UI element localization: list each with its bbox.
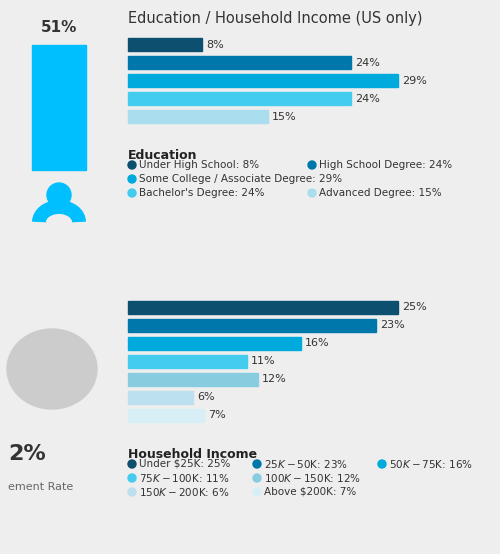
Circle shape xyxy=(47,183,71,207)
Text: Under $25K: 25%: Under $25K: 25% xyxy=(139,459,230,469)
Text: $50K-$75K: 16%: $50K-$75K: 16% xyxy=(389,458,473,470)
Bar xyxy=(128,301,398,314)
Bar xyxy=(128,110,268,123)
Text: $25K-$50K: 23%: $25K-$50K: 23% xyxy=(264,458,348,470)
Text: Education / Household Income (US only): Education / Household Income (US only) xyxy=(128,11,422,26)
Text: 24%: 24% xyxy=(356,58,380,68)
Text: 8%: 8% xyxy=(206,39,224,49)
Text: 6%: 6% xyxy=(197,392,214,403)
Circle shape xyxy=(128,161,136,169)
Circle shape xyxy=(253,474,261,482)
Text: Bachelor's Degree: 24%: Bachelor's Degree: 24% xyxy=(139,188,264,198)
Text: 7%: 7% xyxy=(208,411,226,420)
Text: 12%: 12% xyxy=(262,375,286,384)
Bar xyxy=(128,337,301,350)
Bar xyxy=(128,74,398,87)
Text: 11%: 11% xyxy=(251,357,276,367)
Text: Household Income: Household Income xyxy=(128,448,257,461)
Text: Under High School: 8%: Under High School: 8% xyxy=(139,160,259,170)
Circle shape xyxy=(128,460,136,468)
Bar xyxy=(128,409,204,422)
Text: Some College / Associate Degree: 29%: Some College / Associate Degree: 29% xyxy=(139,174,342,184)
Bar xyxy=(128,56,352,69)
Text: Education: Education xyxy=(128,149,198,162)
Text: 23%: 23% xyxy=(380,321,405,331)
Circle shape xyxy=(378,460,386,468)
Bar xyxy=(128,92,352,105)
Text: High School Degree: 24%: High School Degree: 24% xyxy=(319,160,452,170)
Text: 15%: 15% xyxy=(272,111,296,121)
Circle shape xyxy=(308,161,316,169)
Circle shape xyxy=(253,488,261,496)
Text: 25%: 25% xyxy=(402,302,427,312)
Circle shape xyxy=(128,189,136,197)
Text: Above $200K: 7%: Above $200K: 7% xyxy=(264,487,356,497)
Text: 2%: 2% xyxy=(8,444,46,464)
Text: $75K-$100K: 11%: $75K-$100K: 11% xyxy=(139,472,230,484)
Text: 29%: 29% xyxy=(402,75,427,85)
Circle shape xyxy=(253,460,261,468)
Bar xyxy=(128,319,376,332)
Text: $150K-$200K: 6%: $150K-$200K: 6% xyxy=(139,486,230,498)
Bar xyxy=(128,355,247,368)
Text: 24%: 24% xyxy=(356,94,380,104)
Text: $100K-$150K: 12%: $100K-$150K: 12% xyxy=(264,472,361,484)
Bar xyxy=(128,373,258,386)
Text: ement Rate: ement Rate xyxy=(8,482,73,492)
Ellipse shape xyxy=(7,329,97,409)
Text: 16%: 16% xyxy=(305,338,330,348)
Text: 51%: 51% xyxy=(41,20,77,35)
Circle shape xyxy=(128,488,136,496)
Circle shape xyxy=(128,175,136,183)
Text: Advanced Degree: 15%: Advanced Degree: 15% xyxy=(319,188,442,198)
Bar xyxy=(128,38,202,51)
Bar xyxy=(32,45,86,170)
Circle shape xyxy=(128,474,136,482)
Circle shape xyxy=(308,189,316,197)
Bar xyxy=(128,391,193,404)
